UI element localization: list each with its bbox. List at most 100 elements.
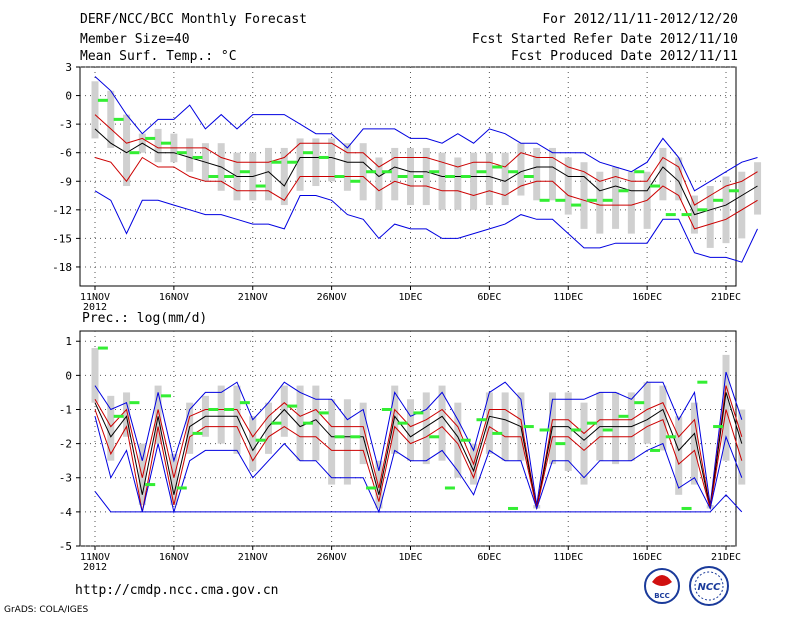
y-tick-label: 0 bbox=[65, 90, 72, 103]
observed-marker bbox=[318, 411, 329, 415]
spread-box bbox=[233, 385, 241, 454]
spread-box bbox=[249, 416, 257, 471]
series-min-line bbox=[94, 416, 743, 514]
spread-box bbox=[107, 90, 115, 148]
observed-marker bbox=[523, 425, 534, 429]
y-tick-label: -12 bbox=[52, 204, 72, 217]
spread-box bbox=[470, 152, 478, 210]
bcc-logo-text: BCC bbox=[654, 592, 670, 600]
spread-box bbox=[438, 385, 446, 461]
spread-box bbox=[690, 402, 698, 485]
y-tick-label: 1 bbox=[65, 335, 72, 348]
spread-box bbox=[438, 152, 446, 210]
spread-box bbox=[123, 114, 131, 187]
observed-marker bbox=[650, 448, 661, 452]
x-tick-label: 11NOV bbox=[80, 292, 110, 303]
spread-box bbox=[391, 147, 399, 201]
observed-marker bbox=[287, 404, 298, 408]
observed-marker bbox=[681, 506, 692, 510]
spread-box bbox=[612, 166, 620, 229]
spread-box bbox=[501, 152, 509, 206]
x-tick-label: 16DEC bbox=[632, 292, 662, 303]
observed-marker bbox=[523, 175, 534, 178]
spread-box bbox=[517, 143, 525, 196]
observed-marker bbox=[318, 155, 329, 159]
spread-box bbox=[343, 399, 351, 485]
observed-marker bbox=[697, 208, 708, 212]
y-tick-label: -2 bbox=[59, 438, 72, 451]
x-tick-label: 16NOV bbox=[159, 292, 189, 303]
observed-marker bbox=[571, 203, 582, 207]
observed-marker bbox=[634, 401, 645, 405]
observed-marker bbox=[160, 141, 171, 145]
spread-box bbox=[359, 402, 367, 465]
forecast-period: For 2012/11/11-2012/12/20 bbox=[542, 12, 738, 27]
x-tick-label: 6DEC bbox=[477, 552, 501, 563]
observed-marker bbox=[129, 401, 140, 405]
spread-box bbox=[296, 138, 304, 191]
observed-marker bbox=[476, 170, 487, 174]
spread-box bbox=[280, 385, 288, 437]
observed-marker bbox=[271, 421, 282, 425]
observed-marker bbox=[697, 380, 708, 384]
x-tick-label: 16DEC bbox=[632, 552, 662, 563]
plot-frame bbox=[79, 330, 737, 547]
spread-box bbox=[91, 348, 99, 403]
spread-box bbox=[564, 157, 572, 215]
observed-marker bbox=[224, 175, 235, 178]
ncc-logo-text: NCC bbox=[697, 582, 721, 593]
observed-marker bbox=[239, 170, 250, 174]
observed-marker bbox=[618, 414, 629, 418]
x-tick-label: 1DEC bbox=[398, 552, 422, 563]
spread-box bbox=[407, 147, 414, 206]
observed-marker bbox=[586, 421, 597, 425]
spread-box bbox=[485, 392, 493, 454]
spread-box bbox=[564, 392, 572, 471]
spread-box bbox=[312, 385, 320, 461]
observed-marker bbox=[728, 189, 739, 193]
observed-marker bbox=[492, 165, 503, 169]
observed-marker bbox=[192, 431, 203, 435]
observed-marker bbox=[397, 175, 408, 178]
observed-marker bbox=[192, 155, 203, 159]
x-tick-label: 26NOV bbox=[317, 292, 347, 303]
observed-marker bbox=[271, 160, 282, 164]
spread-box bbox=[627, 171, 635, 234]
x-tick-label: 21NOV bbox=[238, 552, 268, 563]
spread-box bbox=[738, 171, 746, 239]
variable-label: Mean Surf. Temp.: °C bbox=[80, 49, 237, 64]
source-url[interactable]: http://cmdp.ncc.cma.gov.cn bbox=[75, 583, 279, 598]
observed-marker bbox=[302, 421, 313, 425]
x-tick-label: 21DEC bbox=[711, 552, 741, 563]
spread-box bbox=[422, 392, 430, 465]
spread-box bbox=[186, 138, 194, 172]
x-tick-label: 26NOV bbox=[317, 552, 347, 563]
observed-marker bbox=[239, 401, 250, 405]
spread-box bbox=[706, 186, 714, 248]
spread-box bbox=[375, 460, 383, 509]
spread-box bbox=[217, 385, 225, 444]
observed-marker bbox=[366, 486, 377, 490]
observed-marker bbox=[176, 486, 187, 490]
series-upper-line bbox=[94, 114, 758, 206]
spread-box bbox=[675, 157, 683, 201]
grads-credit: GrADS: COLA/IGES bbox=[4, 605, 89, 615]
x-tick-label: 11DEC bbox=[553, 552, 583, 563]
observed-marker bbox=[586, 198, 597, 202]
ncc-logo: NCC bbox=[689, 566, 729, 606]
plot-frame bbox=[79, 66, 737, 287]
observed-marker bbox=[681, 213, 692, 217]
spread-box bbox=[754, 162, 762, 215]
observed-marker bbox=[334, 435, 345, 439]
observed-marker bbox=[302, 151, 313, 155]
spread-box bbox=[265, 147, 273, 201]
observed-marker bbox=[255, 184, 266, 188]
spread-box bbox=[675, 416, 683, 495]
observed-marker bbox=[381, 407, 392, 411]
observed-marker bbox=[160, 394, 171, 398]
spread-box bbox=[343, 143, 351, 191]
observed-marker bbox=[208, 407, 219, 411]
spread-box bbox=[548, 147, 556, 201]
spread-box bbox=[580, 402, 588, 485]
series-mean-line bbox=[94, 128, 758, 216]
